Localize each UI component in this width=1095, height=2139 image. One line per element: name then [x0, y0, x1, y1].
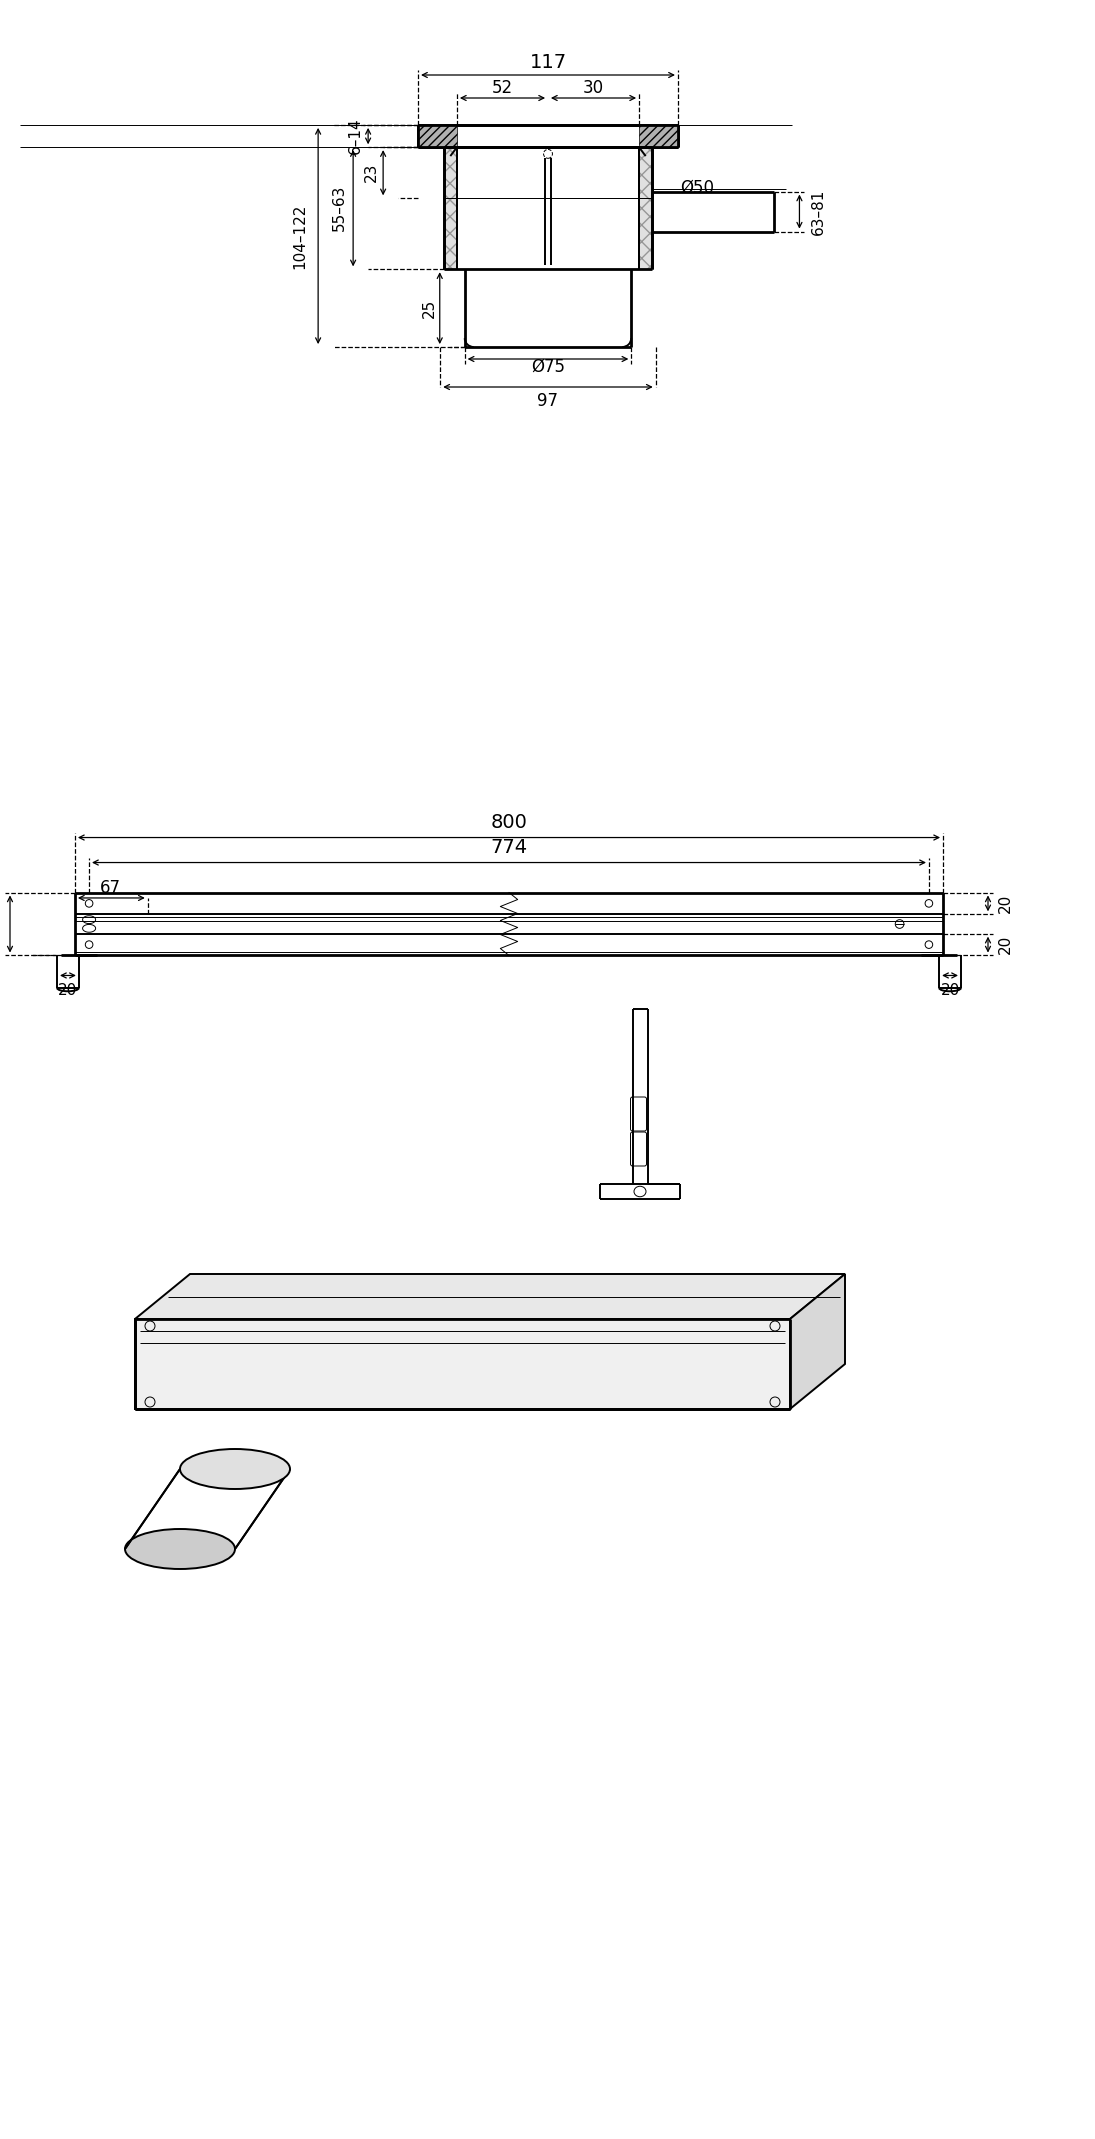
- Bar: [418, 124, 457, 148]
- Text: Ø75: Ø75: [531, 357, 565, 376]
- Bar: [639, 124, 678, 148]
- Text: 117: 117: [530, 53, 566, 71]
- Text: 20: 20: [941, 984, 959, 999]
- Text: 97: 97: [538, 391, 558, 411]
- Text: 20: 20: [58, 984, 78, 999]
- Text: 25: 25: [423, 299, 437, 319]
- Text: 55–63: 55–63: [332, 186, 347, 231]
- Polygon shape: [789, 1275, 845, 1410]
- Text: 800: 800: [491, 813, 528, 832]
- Bar: [639, 148, 653, 270]
- Text: 104–122: 104–122: [292, 203, 308, 270]
- Text: Ø50: Ø50: [680, 178, 714, 197]
- Ellipse shape: [634, 1187, 646, 1196]
- Text: 774: 774: [491, 838, 528, 858]
- Ellipse shape: [180, 1448, 290, 1489]
- Text: 6–14: 6–14: [347, 118, 362, 154]
- Text: 30: 30: [583, 79, 604, 96]
- Ellipse shape: [125, 1529, 235, 1570]
- FancyBboxPatch shape: [631, 1132, 646, 1166]
- Text: 63–81: 63–81: [811, 188, 826, 235]
- Polygon shape: [135, 1275, 845, 1320]
- Text: 20: 20: [998, 894, 1013, 913]
- Text: 20: 20: [998, 935, 1013, 954]
- Text: 67: 67: [101, 879, 122, 896]
- Text: 52: 52: [492, 79, 514, 96]
- FancyBboxPatch shape: [631, 1097, 646, 1132]
- Text: 23: 23: [364, 163, 379, 182]
- Bar: [443, 148, 457, 270]
- Bar: [135, 1320, 789, 1410]
